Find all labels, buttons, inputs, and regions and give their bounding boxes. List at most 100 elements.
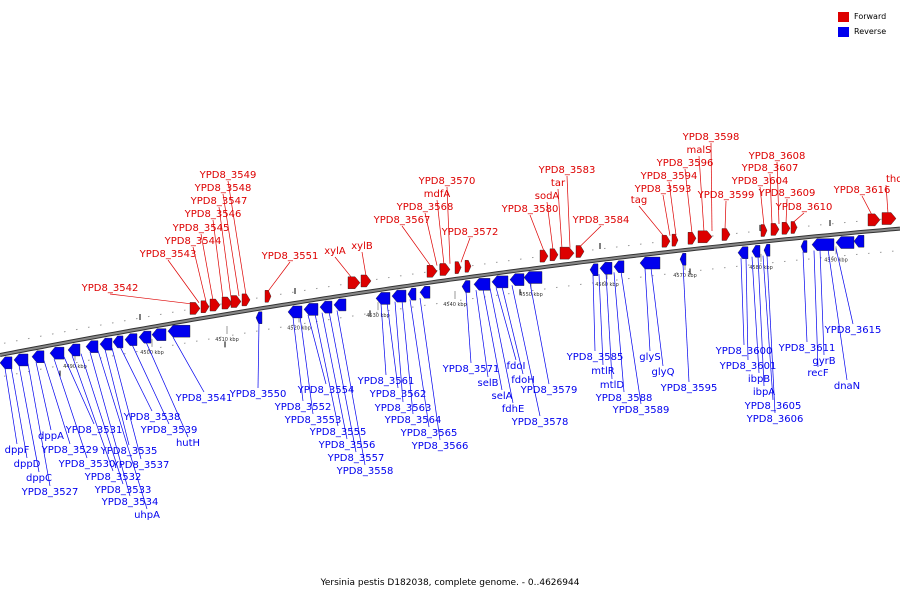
- label-leader: [465, 291, 472, 364]
- label-leader: [299, 316, 314, 415]
- label-leader: [751, 256, 760, 374]
- label-leader: [172, 337, 205, 393]
- label-leader: [682, 264, 690, 383]
- reverse-gene-arrow: [800, 240, 808, 253]
- label-leader: [740, 257, 745, 346]
- legend: Forward Reverse: [838, 9, 886, 39]
- tick-label: 4590 kbp: [824, 257, 848, 263]
- gene-label: selA: [492, 391, 513, 402]
- gene-label: YPD8_3565: [400, 428, 458, 439]
- gene-label: YPD8_3604: [731, 176, 789, 187]
- label-leader: [757, 256, 765, 387]
- label-leader: [111, 347, 142, 460]
- forward-gene-arrow: [209, 298, 221, 312]
- gene-label: dppC: [26, 473, 52, 484]
- gene-label: uhpA: [134, 510, 160, 521]
- label-leader: [218, 206, 232, 298]
- gene-label: YPD8_3595: [660, 383, 718, 394]
- gene-label: YPD8_3616: [833, 185, 891, 196]
- gene-label: YPD8_3567: [373, 215, 431, 226]
- label-leader: [861, 195, 873, 216]
- tick-label: 4570 kbp: [673, 273, 697, 279]
- gene-label: xylA: [324, 246, 346, 257]
- reverse-gene-arrow: [31, 350, 45, 363]
- forward-gene-arrow: [539, 249, 549, 263]
- label-leader: [566, 175, 571, 248]
- label-leader: [529, 214, 545, 252]
- forward-gene-arrow: [687, 232, 697, 245]
- label-leader: [267, 261, 291, 292]
- forward-gene-arrow: [661, 234, 671, 248]
- reverse-gene-arrow: [613, 260, 625, 273]
- gene-label: malS: [687, 145, 712, 156]
- label-leader: [819, 249, 825, 356]
- label-leader: [769, 173, 773, 225]
- reverse-gene-arrow: [391, 289, 407, 303]
- reverse-gene-arrow: [13, 353, 29, 367]
- reverse-gene-arrow: [853, 235, 865, 248]
- gene-label: YPD8_3543: [139, 249, 197, 260]
- tick-label: 4550 kbp: [519, 292, 543, 298]
- gene-label: fdoH: [511, 375, 535, 386]
- reverse-gene-arrow: [763, 244, 771, 257]
- legend-forward-label: Forward: [854, 12, 887, 21]
- gene-label: dppF: [5, 445, 30, 456]
- label-leader: [592, 274, 596, 352]
- reverse-gene-arrow: [319, 300, 333, 314]
- reverse-gene-arrow: [255, 311, 263, 324]
- forward-gene-arrow: [881, 212, 897, 225]
- forward-gene-arrow: [426, 265, 438, 278]
- gene-label: YPD8_3534: [101, 497, 159, 508]
- label-leader: [361, 251, 367, 277]
- label-leader: [605, 273, 613, 380]
- label-leader: [710, 142, 713, 232]
- label-leader: [620, 271, 642, 405]
- reverse-gene-arrow: [679, 253, 687, 266]
- reverse-gene-arrow: [407, 287, 417, 301]
- label-leader: [109, 293, 193, 305]
- label-leader: [835, 248, 854, 325]
- reverse-gene-arrow: [124, 333, 138, 346]
- label-leader: [638, 205, 665, 237]
- gene-label: YPD8_3556: [318, 440, 376, 451]
- gene-label: YPD8_3589: [612, 405, 670, 416]
- label-leader: [4, 367, 18, 445]
- gene-label: YPD8_3578: [511, 417, 569, 428]
- label-leader: [212, 219, 224, 299]
- gene-label: gyrB: [812, 356, 835, 367]
- label-leader: [321, 312, 348, 440]
- gene-label: YPD8_3571: [442, 364, 500, 375]
- label-leader: [27, 363, 51, 487]
- label-leader: [35, 362, 52, 431]
- label-leader: [482, 289, 503, 391]
- label-leader: [386, 302, 399, 389]
- gene-label: YPD8_3555: [309, 427, 367, 438]
- gene-label: YPD8_3558: [336, 466, 394, 477]
- reverse-gene-arrow: [419, 286, 431, 299]
- gene-label: YPD8_3537: [112, 460, 170, 471]
- label-leader: [222, 193, 240, 297]
- forward-gene-arrow: [264, 290, 272, 303]
- reverse-gene-arrow: [835, 236, 855, 249]
- gene-label: dppD: [14, 459, 41, 470]
- label-leader: [460, 237, 471, 263]
- reverse-gene-arrow: [737, 246, 749, 259]
- reverse-gene-arrow: [0, 356, 13, 370]
- gene-label: fdhE: [502, 404, 525, 415]
- gene-features: [0, 212, 897, 370]
- gene-label: YPD8_3547: [190, 196, 248, 207]
- label-leader: [446, 186, 451, 264]
- gene-label: YPD8_3605: [744, 401, 802, 412]
- gene-label: YPD8_3541: [175, 393, 233, 404]
- forward-gene-arrow: [790, 221, 798, 234]
- gene-label: YPD8_3593: [634, 184, 692, 195]
- reverse-gene-arrow: [333, 298, 347, 312]
- gene-label: YPD8_3579: [520, 385, 578, 396]
- legend-forward: Forward: [838, 9, 886, 24]
- gene-label: glyS: [639, 352, 660, 363]
- label-leader: [63, 356, 95, 425]
- label-leader: [307, 314, 327, 385]
- gene-label: sodA: [535, 191, 560, 202]
- label-leader: [401, 225, 432, 267]
- gene-label: YPD8_3611: [778, 343, 836, 354]
